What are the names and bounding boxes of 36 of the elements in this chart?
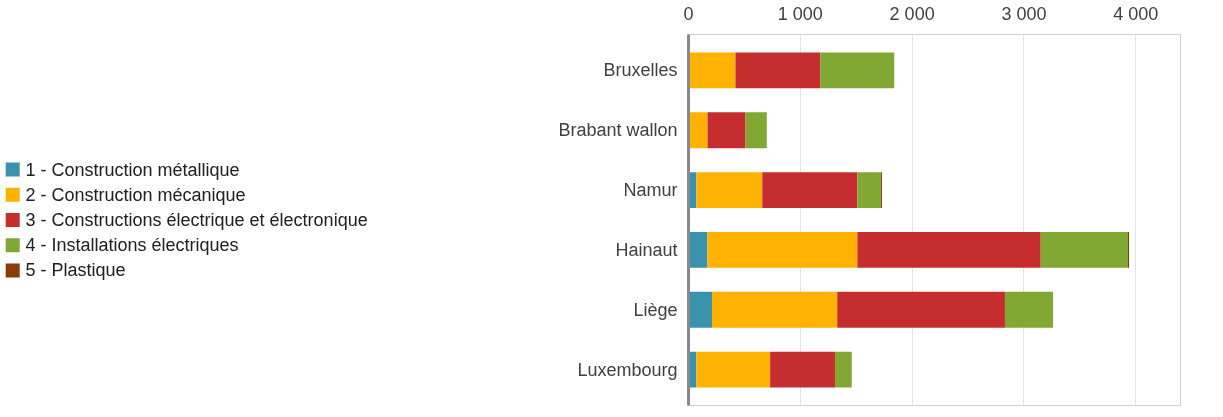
x-tick-label: 2 000	[889, 3, 935, 24]
legend-label: 4 - Installations électriques	[25, 235, 239, 256]
legend-label: 2 - Construction mécanique	[25, 184, 246, 205]
y-tick-label: Bruxelles	[603, 60, 678, 81]
bar	[745, 112, 767, 149]
bar	[857, 172, 881, 209]
bar	[857, 231, 1041, 268]
y-tick-label: Luxembourg	[577, 359, 678, 380]
y-tick-label: Liège	[633, 299, 678, 320]
legend-label: 1 - Construction métallique	[25, 159, 240, 180]
bar	[762, 172, 858, 209]
bar	[820, 52, 895, 89]
legend-label: 5 - Plastique	[25, 260, 126, 281]
bar	[1004, 291, 1054, 328]
bar	[696, 351, 771, 388]
bar	[688, 291, 712, 328]
bar	[688, 112, 708, 149]
x-tick-label: 3 000	[1001, 3, 1047, 24]
x-tick-label: 1 000	[777, 3, 823, 24]
bar	[707, 112, 746, 149]
legend-label: 3 - Constructions électrique et électronique	[25, 210, 368, 230]
bar	[688, 231, 708, 268]
bar	[837, 291, 1005, 328]
y-tick-label: Brabant wallon	[558, 120, 678, 141]
bar	[696, 172, 763, 209]
bar	[770, 351, 835, 388]
bar	[735, 52, 821, 89]
x-tick-label: 0	[683, 3, 694, 24]
bar	[834, 351, 852, 388]
x-tick-label: 4 000	[1113, 3, 1159, 24]
y-tick-label: Namur	[623, 180, 678, 201]
bar	[707, 231, 858, 268]
y-tick-label: Hainaut	[615, 239, 678, 260]
bar	[711, 291, 838, 328]
bar	[689, 52, 736, 89]
bar	[1040, 231, 1128, 268]
